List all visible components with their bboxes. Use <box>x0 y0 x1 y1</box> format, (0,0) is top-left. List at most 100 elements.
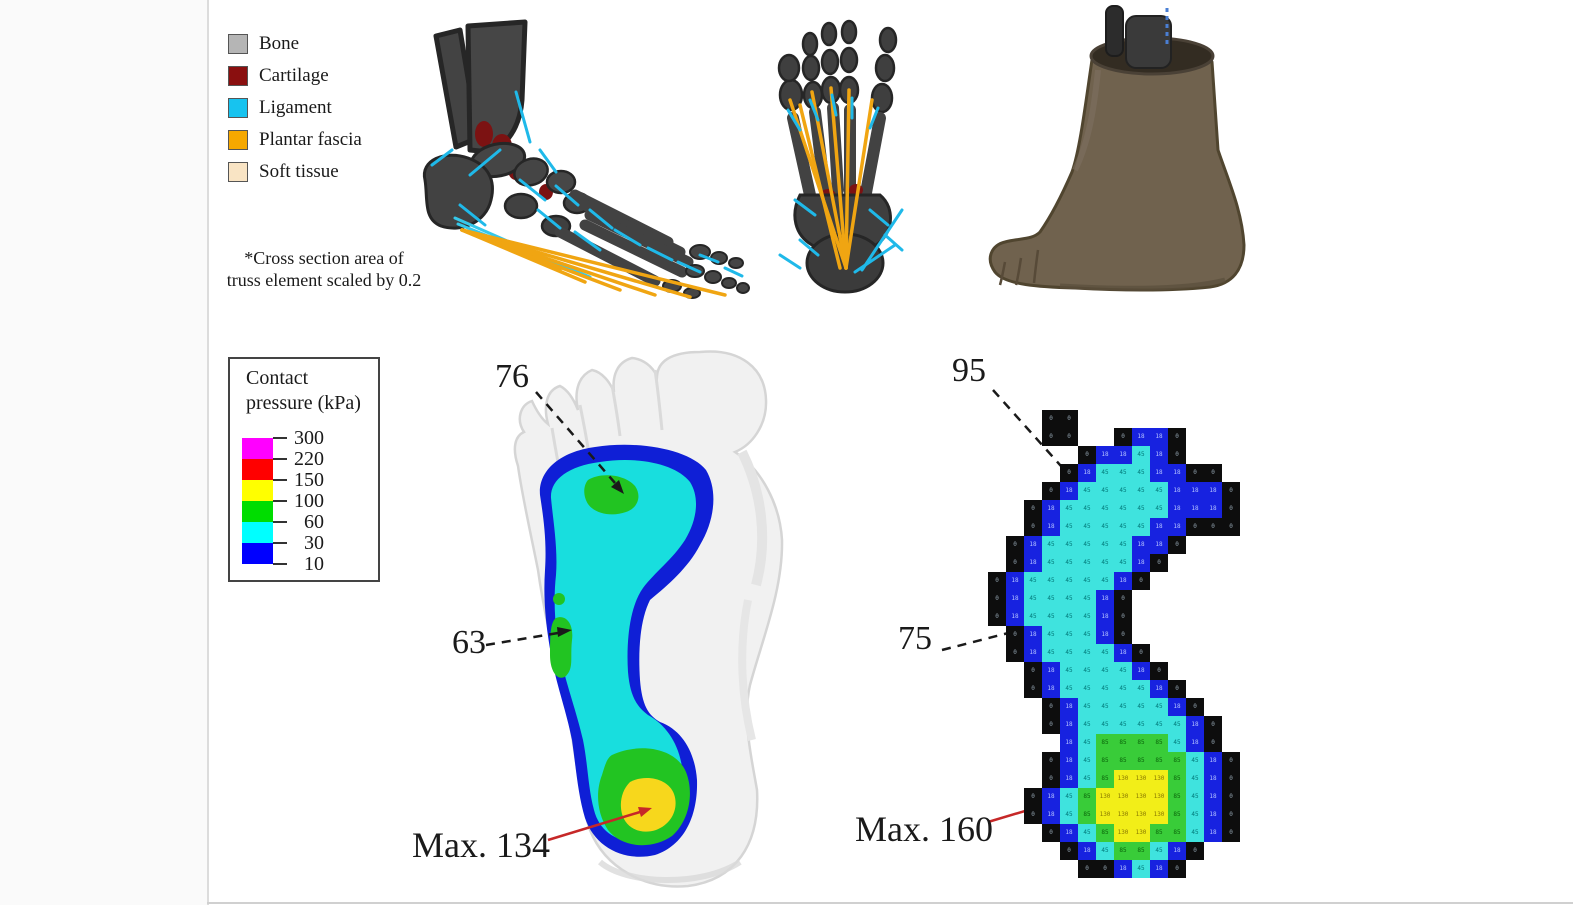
colorbar-tick <box>273 521 287 523</box>
pressure-cell: 45 <box>1114 698 1132 716</box>
pressure-cell: 0 <box>1168 680 1186 698</box>
pressure-cell: 18 <box>1042 806 1060 824</box>
pressure-cell: 85 <box>1114 752 1132 770</box>
pressure-cell: 130 <box>1132 806 1150 824</box>
pressure-legend-title: Contact pressure (kPa) <box>246 366 361 416</box>
pressure-cell: 0 <box>1042 482 1060 500</box>
bone-label: Bone <box>259 33 300 54</box>
pressure-cell: 18 <box>1168 698 1186 716</box>
pressure-cell: 18 <box>1186 500 1204 518</box>
model-note-line1: *Cross section area of <box>244 248 404 268</box>
annotation-63: 63 <box>452 624 486 661</box>
annotation-95: 95 <box>952 352 986 389</box>
pressure-cell: 45 <box>1078 698 1096 716</box>
pressure-cell: 45 <box>1060 518 1078 536</box>
pressure-cell: 0 <box>1060 428 1078 446</box>
pressure-cell: 45 <box>1078 680 1096 698</box>
pressure-cell: 45 <box>1114 554 1132 572</box>
pressure-cell: 45 <box>1078 824 1096 842</box>
pressure-cell: 45 <box>1132 716 1150 734</box>
pressure-cell: 18 <box>1006 608 1024 626</box>
pressure-cell: 18 <box>1096 446 1114 464</box>
pressure-cell: 0 <box>1024 500 1042 518</box>
pressure-cell: 45 <box>1186 788 1204 806</box>
pressure-cell: 45 <box>1150 842 1168 860</box>
pressure-cell: 0 <box>1024 788 1042 806</box>
pressure-cell: 0 <box>1006 536 1024 554</box>
pressure-cell: 0 <box>1114 590 1132 608</box>
soft-tissue-swatch <box>228 162 248 182</box>
colorbar-tick-label-30: 30 <box>304 532 324 554</box>
pressure-cell: 0 <box>1114 626 1132 644</box>
pressure-cell: 0 <box>1006 644 1024 662</box>
pressure-cell: 130 <box>1132 824 1150 842</box>
pressure-cell: 45 <box>1186 806 1204 824</box>
pressure-cell: 18 <box>1186 482 1204 500</box>
colorbar-tick <box>273 458 287 460</box>
pressure-cell: 0 <box>1024 680 1042 698</box>
pressure-cell: 45 <box>1060 788 1078 806</box>
pressure-cell: 45 <box>1078 482 1096 500</box>
pressure-legend-title-line1: Contact <box>246 367 309 389</box>
pressure-cell: 18 <box>1150 680 1168 698</box>
pressure-cell: 18 <box>1168 518 1186 536</box>
pressure-cell: 18 <box>1168 500 1186 518</box>
pressure-cell: 85 <box>1150 752 1168 770</box>
plantar-fascia-swatch <box>228 130 248 150</box>
pressure-cell: 0 <box>1168 428 1186 446</box>
pressure-cell: 45 <box>1096 842 1114 860</box>
model-note: *Cross section area of truss element sca… <box>218 247 430 291</box>
pressure-cell: 45 <box>1060 626 1078 644</box>
pressure-cell: 85 <box>1132 752 1150 770</box>
annotation-75: 75 <box>898 620 932 657</box>
pressure-cell: 18 <box>1168 842 1186 860</box>
pressure-cell: 45 <box>1114 536 1132 554</box>
pressure-cell: 45 <box>1096 518 1114 536</box>
pressure-cell: 45 <box>1132 464 1150 482</box>
pressure-cell: 18 <box>1060 716 1078 734</box>
pressure-cell: 45 <box>1060 662 1078 680</box>
pressure-cell: 0 <box>1078 446 1096 464</box>
pressure-cell: 45 <box>1114 518 1132 536</box>
pressure-cell: 45 <box>1114 500 1132 518</box>
pressure-cell: 18 <box>1204 482 1222 500</box>
pressure-cell: 45 <box>1132 698 1150 716</box>
skeleton-lateral-view <box>422 19 750 299</box>
pressure-cell: 18 <box>1042 662 1060 680</box>
pressure-cell: 85 <box>1132 842 1150 860</box>
pressure-cell: 45 <box>1060 644 1078 662</box>
pressure-cell: 0 <box>1186 464 1204 482</box>
pressure-cell: 45 <box>1042 590 1060 608</box>
pressure-cell: 45 <box>1078 536 1096 554</box>
pressure-cell: 0 <box>1132 644 1150 662</box>
pressure-cell: 0 <box>1222 482 1240 500</box>
pressure-cell: 45 <box>1078 590 1096 608</box>
pressure-cell: 18 <box>1114 644 1132 662</box>
pressure-cell: 18 <box>1186 716 1204 734</box>
pressure-cell: 45 <box>1042 572 1060 590</box>
pressure-cell: 85 <box>1096 770 1114 788</box>
pressure-cell: 0 <box>1186 698 1204 716</box>
pressure-cell: 18 <box>1204 770 1222 788</box>
pressure-cell: 45 <box>1060 572 1078 590</box>
pressure-cell: 0 <box>1060 464 1078 482</box>
legend-item-plantar-fascia: Plantar fascia <box>228 129 362 151</box>
pressure-cell: 0 <box>1042 698 1060 716</box>
pressure-cell: 18 <box>1132 536 1150 554</box>
colorbar-segment-magenta <box>242 438 273 459</box>
pressure-cell: 0 <box>1114 608 1132 626</box>
pressure-cell: 130 <box>1114 788 1132 806</box>
pressure-cell: 85 <box>1168 752 1186 770</box>
pressure-cell: 130 <box>1114 770 1132 788</box>
colorbar-segment-cyan <box>242 522 273 543</box>
pressure-cell: 85 <box>1078 788 1096 806</box>
pressure-cell: 0 <box>1186 842 1204 860</box>
pressure-cell: 45 <box>1186 752 1204 770</box>
pressure-cell: 18 <box>1096 626 1114 644</box>
pressure-cell: 18 <box>1096 590 1114 608</box>
pressure-cell: 45 <box>1096 644 1114 662</box>
pressure-cell: 18 <box>1024 536 1042 554</box>
pressure-cell: 18 <box>1060 698 1078 716</box>
pressure-cell: 45 <box>1132 500 1150 518</box>
